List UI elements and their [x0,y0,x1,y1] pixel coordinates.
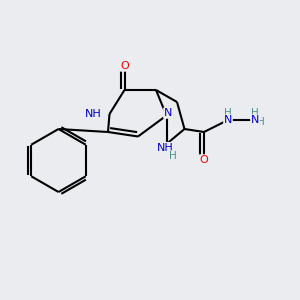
Text: N: N [251,115,259,125]
Text: H: H [224,107,232,118]
Text: O: O [200,155,208,165]
Text: H: H [256,117,264,128]
Text: O: O [120,61,129,71]
Text: NH: NH [157,142,173,153]
Text: H: H [169,151,176,161]
Text: N: N [164,108,172,118]
Text: NH: NH [85,109,102,119]
Text: N: N [224,115,232,125]
Text: H: H [251,107,259,118]
